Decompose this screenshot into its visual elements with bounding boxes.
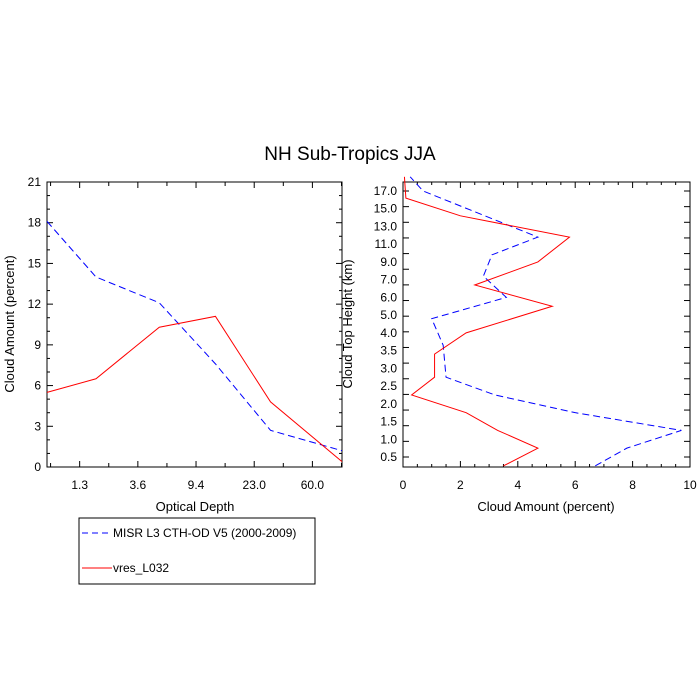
right-series-misr-line xyxy=(409,176,682,467)
right-y-tick-label: 7.0 xyxy=(380,273,397,287)
right-y-tick-label: 6.0 xyxy=(380,290,397,304)
right-y-tick-label: 2.0 xyxy=(380,397,397,411)
right-x-tick-label: 4 xyxy=(514,478,521,492)
left-y-tick-label: 21 xyxy=(28,175,42,189)
left-y-tick-label: 3 xyxy=(34,419,41,433)
left-x-tick-label: 23.0 xyxy=(243,478,267,492)
left-y-tick-label: 12 xyxy=(28,297,42,311)
right-plot-frame xyxy=(402,181,691,468)
legend-label-misr: MISR L3 CTH-OD V5 (2000-2009) xyxy=(113,526,296,540)
legend-box xyxy=(78,517,316,585)
left-y-tick-label: 18 xyxy=(28,216,42,230)
right-y-tick-label: 0.5 xyxy=(380,450,397,464)
right-y-tick-label: 3.0 xyxy=(380,361,397,375)
left-y-axis-label: Cloud Amount (percent) xyxy=(2,255,17,392)
right-y-tick-label: 3.5 xyxy=(380,344,397,358)
right-x-tick-label: 0 xyxy=(400,478,407,492)
right-y-tick-label: 5.0 xyxy=(380,308,397,322)
left-ticks: 0 3 6 9 12 15 18 21 1.3 3.6 9.4 23.0 60.0 xyxy=(28,175,342,492)
right-series xyxy=(403,176,682,467)
legend: MISR L3 CTH-OD V5 (2000-2009) vres_L032 xyxy=(78,517,316,585)
left-panel: 0 3 6 9 12 15 18 21 1.3 3.6 9.4 23.0 60.0 Optical De… xyxy=(2,175,343,514)
left-y-tick-label: 9 xyxy=(34,338,41,352)
left-plot-frame xyxy=(46,181,343,468)
right-y-axis-label: Cloud Top Height (km) xyxy=(340,259,355,388)
left-x-axis-label: Optical Depth xyxy=(156,499,235,514)
right-x-tick-label: 8 xyxy=(629,478,636,492)
left-x-tick-label: 3.6 xyxy=(130,478,147,492)
right-x-axis-label: Cloud Amount (percent) xyxy=(477,499,614,514)
right-y-tick-label: 9.0 xyxy=(380,255,397,269)
chart-title: NH Sub-Tropics JJA xyxy=(264,144,436,165)
right-y-tick-label: 1.5 xyxy=(380,415,397,429)
left-x-tick-label: 1.3 xyxy=(71,478,88,492)
right-y-tick-label: 17.0 xyxy=(374,184,398,198)
left-x-tick-label: 9.4 xyxy=(188,478,205,492)
left-x-tick-label: 60.0 xyxy=(301,478,325,492)
legend-label-vres: vres_L032 xyxy=(113,561,169,575)
right-y-tick-label: 13.0 xyxy=(374,219,398,233)
right-x-tick-label: 10 xyxy=(683,478,697,492)
right-series-vres-line xyxy=(403,176,571,467)
left-series xyxy=(46,221,343,462)
right-panel: 0 2 4 6 8 10 0.5 1.0 1.5 2.0 2.5 3.0 3.5 4.0 5.0 6.0 7.0… xyxy=(340,176,697,514)
right-y-tick-label: 11.0 xyxy=(375,237,398,251)
left-y-tick-label: 15 xyxy=(28,256,42,270)
right-y-tick-label: 1.0 xyxy=(380,432,397,446)
left-series-misr-line xyxy=(46,221,343,452)
right-y-tick-label: 2.5 xyxy=(380,379,397,393)
left-y-tick-label: 6 xyxy=(34,379,41,393)
left-y-tick-label: 0 xyxy=(34,460,41,474)
right-y-tick-label: 15.0 xyxy=(374,202,398,216)
right-ticks: 0 2 4 6 8 10 0.5 1.0 1.5 2.0 2.5 3.0 3.5 4.0 5.0 6.0 7.0… xyxy=(374,182,697,492)
right-x-tick-label: 2 xyxy=(457,478,464,492)
right-x-tick-label: 6 xyxy=(572,478,579,492)
left-series-vres-line xyxy=(46,315,343,462)
right-y-tick-label: 4.0 xyxy=(380,326,397,340)
